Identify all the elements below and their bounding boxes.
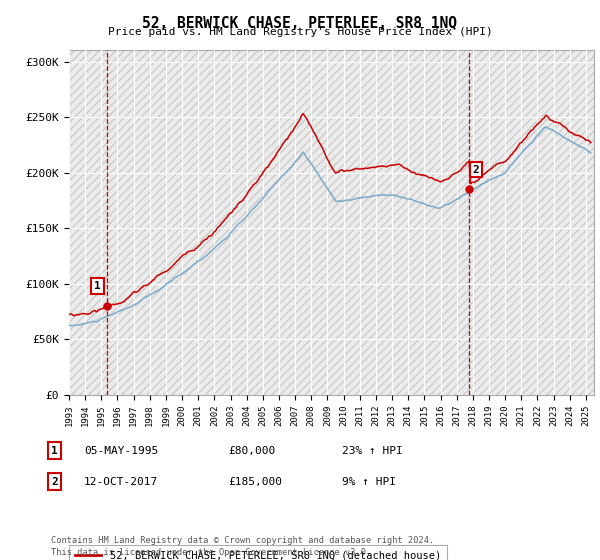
Text: 52, BERWICK CHASE, PETERLEE, SR8 1NQ: 52, BERWICK CHASE, PETERLEE, SR8 1NQ bbox=[143, 16, 458, 31]
Text: Price paid vs. HM Land Registry's House Price Index (HPI): Price paid vs. HM Land Registry's House … bbox=[107, 27, 493, 37]
Text: 23% ↑ HPI: 23% ↑ HPI bbox=[342, 446, 403, 456]
Text: 2: 2 bbox=[51, 477, 58, 487]
Text: 2: 2 bbox=[473, 165, 479, 175]
Text: 1: 1 bbox=[94, 281, 101, 291]
Legend: 52, BERWICK CHASE, PETERLEE, SR8 1NQ (detached house), HPI: Average price, detac: 52, BERWICK CHASE, PETERLEE, SR8 1NQ (de… bbox=[69, 545, 447, 560]
Text: 12-OCT-2017: 12-OCT-2017 bbox=[84, 477, 158, 487]
Text: 1: 1 bbox=[51, 446, 58, 456]
Text: Contains HM Land Registry data © Crown copyright and database right 2024.
This d: Contains HM Land Registry data © Crown c… bbox=[51, 536, 434, 557]
Text: 05-MAY-1995: 05-MAY-1995 bbox=[84, 446, 158, 456]
Text: £80,000: £80,000 bbox=[228, 446, 275, 456]
Bar bbox=[69, 50, 594, 395]
Text: 9% ↑ HPI: 9% ↑ HPI bbox=[342, 477, 396, 487]
Text: £185,000: £185,000 bbox=[228, 477, 282, 487]
